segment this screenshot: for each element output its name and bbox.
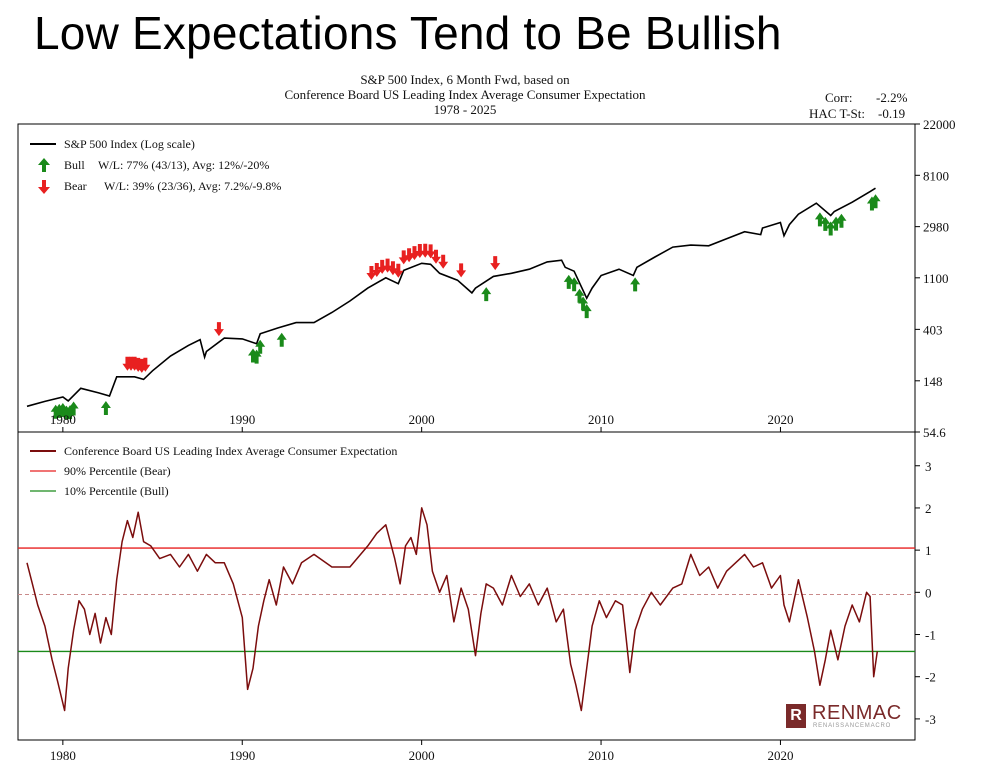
bull-signal-arrow xyxy=(569,277,580,292)
bull-signal-arrow xyxy=(57,402,68,417)
legend-expectation-label: Conference Board US Leading Index Averag… xyxy=(64,444,397,458)
bull-signal-arrow xyxy=(276,332,287,347)
bull-signal-arrow xyxy=(100,400,111,415)
top-legend: S&P 500 Index (Log scale) Bull W/L: 77% … xyxy=(30,137,281,194)
bear-signal-arrow xyxy=(490,256,501,271)
renmac-logo-mark: R xyxy=(786,704,806,728)
top-y-tick-label: 403 xyxy=(923,322,943,337)
bottom-y-tick-label: 3 xyxy=(925,459,932,474)
bottom-y-tick-label: -2 xyxy=(925,670,936,685)
bear-signal-arrow xyxy=(393,263,404,278)
top-y-tick-label: 54.6 xyxy=(923,425,946,440)
corr-label: Corr: xyxy=(825,90,853,105)
bull-signal-arrow xyxy=(574,288,585,303)
hac-tstat-value: -0.19 xyxy=(878,106,906,121)
bear-signal-arrow xyxy=(409,246,420,261)
bottom-x-tick-label: 2010 xyxy=(588,748,614,763)
bull-signal-arrow xyxy=(481,287,492,302)
bear-signal-arrow xyxy=(438,254,449,269)
bull-signal-arrow xyxy=(825,221,836,236)
bottom-x-tick-label: 2020 xyxy=(767,748,793,763)
legend-bull-stats: W/L: 77% (43/13), Avg: 12%/-20% xyxy=(98,158,269,172)
bear-signal-arrow xyxy=(377,259,388,274)
bear-signal-arrow xyxy=(213,322,224,337)
bear-signal-arrow xyxy=(414,243,425,258)
bull-signal-arrow xyxy=(563,274,574,289)
legend-bear-stats: W/L: 39% (23/36), Avg: 7.2%/-9.8% xyxy=(104,179,281,193)
bottom-y-tick-label: 0 xyxy=(925,585,932,600)
top-y-tick-label: 2980 xyxy=(923,220,949,235)
top-y-tick-label: 148 xyxy=(923,374,943,389)
spx-line xyxy=(26,187,876,408)
legend-bear-arrow-icon xyxy=(38,180,50,194)
bull-signal-arrow xyxy=(578,296,589,311)
legend-spx-label: S&P 500 Index (Log scale) xyxy=(64,137,195,151)
bull-signal-arrow xyxy=(68,401,79,416)
legend-bear-name: Bear xyxy=(64,179,87,193)
bull-signal-arrow xyxy=(870,194,881,209)
bottom-legend: Conference Board US Leading Index Averag… xyxy=(30,444,397,498)
hac-tstat-label: HAC T-St: xyxy=(809,106,865,121)
bottom-y-tick-label: 2 xyxy=(925,501,932,516)
bottom-x-tick-label: 2000 xyxy=(409,748,435,763)
bear-signal-arrow xyxy=(456,263,467,278)
top-y-tick-label: 22000 xyxy=(923,117,956,132)
slide-title: Low Expectations Tend to Be Bullish xyxy=(34,7,782,59)
chart-subtitle-line-1: S&P 500 Index, 6 Month Fwd, based on xyxy=(360,72,570,87)
bottom-panel-frame xyxy=(17,431,916,741)
bottom-x-tick-label: 1990 xyxy=(229,748,255,763)
renmac-logo: R RENMAC RENAISSANCEMACRO xyxy=(786,702,906,732)
bear-signal-arrow xyxy=(140,357,151,372)
legend-bull-name: Bull xyxy=(64,158,85,172)
bottom-x-tick-label: 1980 xyxy=(50,748,76,763)
top-y-tick-label: 1100 xyxy=(923,271,949,286)
top-x-tick-label: 2020 xyxy=(767,412,793,427)
expectation-line xyxy=(26,507,879,712)
top-y-tick-label: 8100 xyxy=(923,168,949,183)
bear-signal-arrow xyxy=(398,250,409,265)
corr-value: -2.2% xyxy=(876,90,908,105)
bull-signal-arrow xyxy=(630,277,641,292)
bull-signal-arrow xyxy=(581,304,592,319)
bull-signal-arrow xyxy=(820,216,831,231)
top-x-tick-label: 2010 xyxy=(588,412,614,427)
chart-subtitle-line-3: 1978 - 2025 xyxy=(433,102,497,117)
renmac-logo-tagline: RENAISSANCEMACRO xyxy=(813,723,892,729)
top-x-tick-label: 2000 xyxy=(409,412,435,427)
bottom-y-tick-label: 1 xyxy=(925,543,932,558)
chart-subtitle-line-2: Conference Board US Leading Index Averag… xyxy=(284,87,646,102)
bear-signal-arrow xyxy=(371,262,382,277)
bear-signal-arrow xyxy=(425,244,436,259)
top-x-tick-label: 1990 xyxy=(229,412,255,427)
legend-bull-threshold-label: 10% Percentile (Bull) xyxy=(64,484,169,498)
bear-signal-arrow xyxy=(431,249,442,264)
renmac-logo-name: RENMAC xyxy=(812,702,902,724)
bear-signal-arrow xyxy=(404,248,415,263)
legend-bear-threshold-label: 90% Percentile (Bear) xyxy=(64,464,171,478)
bear-signal-arrow xyxy=(366,266,377,281)
bottom-y-tick-label: -3 xyxy=(925,712,936,727)
bull-signal-arrow xyxy=(836,213,847,228)
bottom-y-tick-label: -1 xyxy=(925,628,936,643)
top-x-tick-label: 1980 xyxy=(50,412,76,427)
bull-signal-arrow xyxy=(814,212,825,227)
bull-signal-arrow xyxy=(255,339,266,354)
legend-bull-arrow-icon xyxy=(38,158,50,172)
